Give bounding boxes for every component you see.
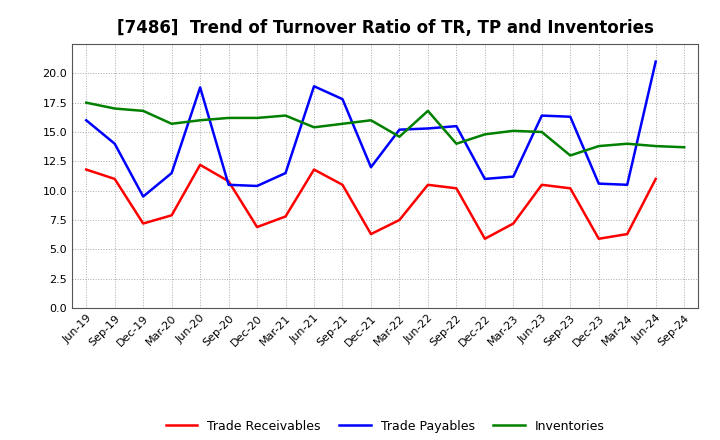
Trade Payables bbox=[366, 165, 375, 170]
Inventories bbox=[652, 143, 660, 149]
Trade Receivables bbox=[282, 214, 290, 219]
Inventories bbox=[595, 143, 603, 149]
Trade Receivables bbox=[423, 182, 432, 187]
Trade Receivables bbox=[196, 162, 204, 168]
Inventories bbox=[196, 117, 204, 123]
Trade Receivables bbox=[82, 167, 91, 172]
Trade Payables bbox=[225, 182, 233, 187]
Trade Payables bbox=[253, 183, 261, 189]
Trade Payables bbox=[452, 124, 461, 129]
Trade Payables bbox=[480, 176, 489, 182]
Trade Receivables bbox=[225, 179, 233, 184]
Title: [7486]  Trend of Turnover Ratio of TR, TP and Inventories: [7486] Trend of Turnover Ratio of TR, TP… bbox=[117, 19, 654, 37]
Trade Receivables bbox=[452, 186, 461, 191]
Inventories bbox=[82, 100, 91, 105]
Trade Payables bbox=[282, 170, 290, 176]
Inventories bbox=[395, 134, 404, 139]
Trade Receivables bbox=[509, 221, 518, 226]
Trade Payables bbox=[537, 113, 546, 118]
Inventories bbox=[423, 108, 432, 114]
Inventories bbox=[110, 106, 119, 111]
Trade Receivables bbox=[395, 217, 404, 223]
Trade Payables bbox=[566, 114, 575, 119]
Trade Receivables bbox=[338, 182, 347, 187]
Trade Payables bbox=[652, 59, 660, 64]
Trade Receivables bbox=[623, 231, 631, 237]
Trade Receivables bbox=[566, 186, 575, 191]
Inventories bbox=[338, 121, 347, 126]
Trade Receivables bbox=[110, 176, 119, 182]
Trade Receivables bbox=[139, 221, 148, 226]
Trade Payables bbox=[423, 126, 432, 131]
Trade Receivables bbox=[167, 213, 176, 218]
Trade Receivables bbox=[310, 167, 318, 172]
Legend: Trade Receivables, Trade Payables, Inventories: Trade Receivables, Trade Payables, Inven… bbox=[161, 414, 610, 437]
Trade Payables bbox=[595, 181, 603, 186]
Inventories bbox=[623, 141, 631, 147]
Trade Payables bbox=[110, 141, 119, 147]
Trade Payables bbox=[509, 174, 518, 179]
Trade Receivables bbox=[366, 231, 375, 237]
Inventories bbox=[480, 132, 489, 137]
Trade Payables bbox=[167, 170, 176, 176]
Trade Receivables bbox=[253, 224, 261, 230]
Inventories bbox=[139, 108, 148, 114]
Inventories bbox=[253, 115, 261, 121]
Inventories bbox=[225, 115, 233, 121]
Trade Receivables bbox=[480, 236, 489, 242]
Inventories bbox=[680, 145, 688, 150]
Inventories bbox=[537, 129, 546, 135]
Line: Inventories: Inventories bbox=[86, 103, 684, 155]
Trade Payables bbox=[395, 127, 404, 132]
Inventories bbox=[310, 125, 318, 130]
Trade Payables bbox=[623, 182, 631, 187]
Trade Payables bbox=[82, 117, 91, 123]
Trade Receivables bbox=[537, 182, 546, 187]
Inventories bbox=[509, 128, 518, 133]
Inventories bbox=[282, 113, 290, 118]
Trade Payables bbox=[310, 84, 318, 89]
Trade Receivables bbox=[652, 176, 660, 182]
Trade Payables bbox=[196, 85, 204, 90]
Trade Receivables bbox=[595, 236, 603, 242]
Trade Payables bbox=[338, 96, 347, 102]
Inventories bbox=[167, 121, 176, 126]
Line: Trade Receivables: Trade Receivables bbox=[86, 165, 656, 239]
Inventories bbox=[366, 117, 375, 123]
Inventories bbox=[566, 153, 575, 158]
Line: Trade Payables: Trade Payables bbox=[86, 62, 656, 197]
Trade Payables bbox=[139, 194, 148, 199]
Inventories bbox=[452, 141, 461, 147]
